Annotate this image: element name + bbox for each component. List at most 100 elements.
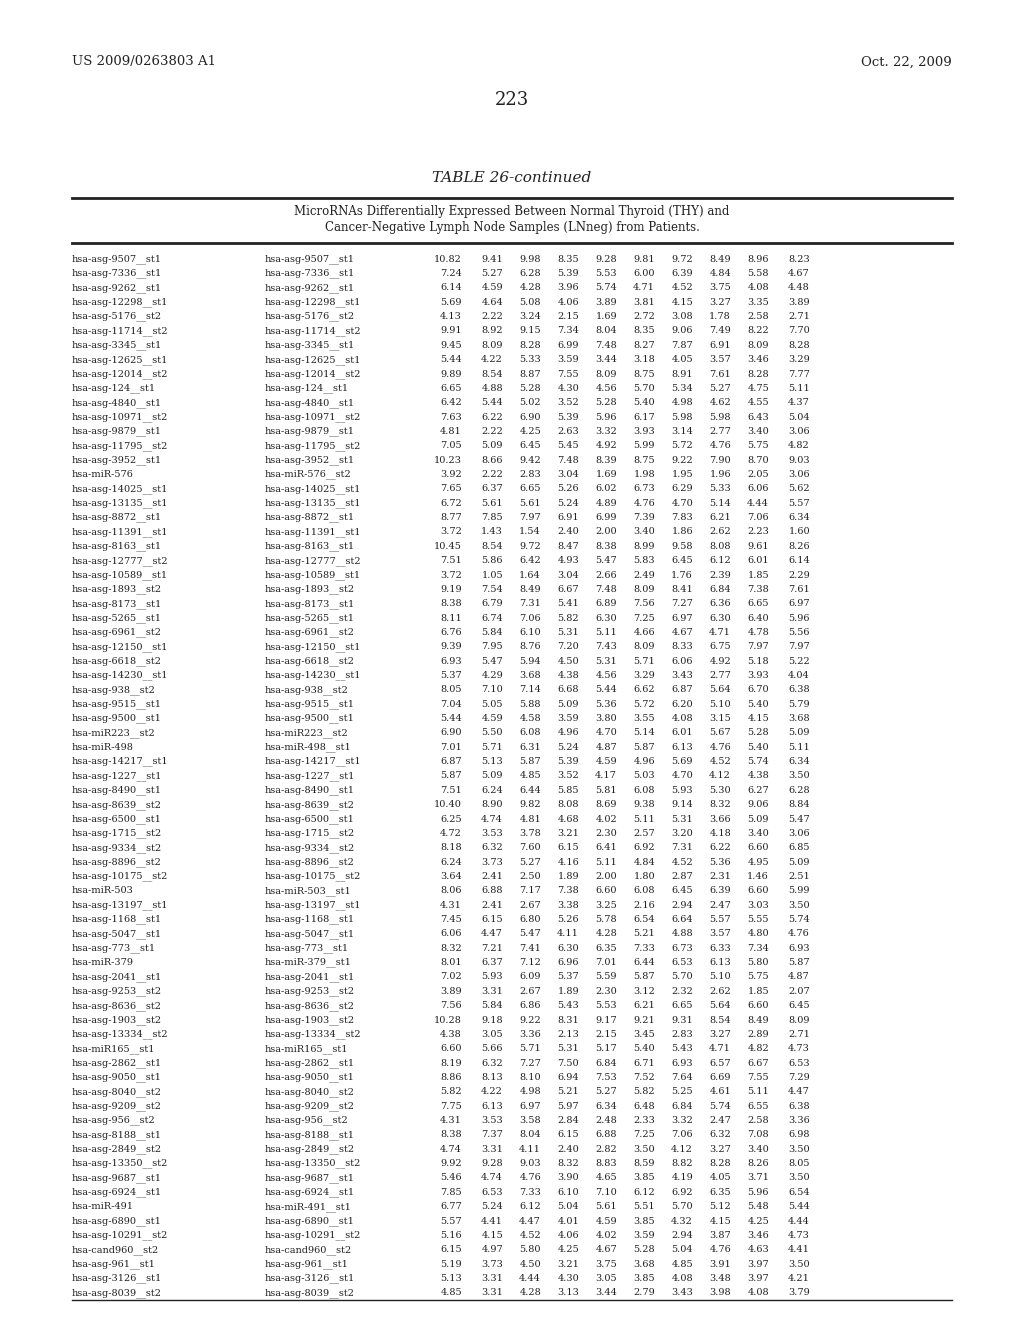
Text: 5.70: 5.70 xyxy=(672,973,693,982)
Text: 3.03: 3.03 xyxy=(748,900,769,909)
Text: 6.06: 6.06 xyxy=(440,929,462,939)
Text: hsa-asg-5176__st2: hsa-asg-5176__st2 xyxy=(72,312,162,322)
Text: 6.60: 6.60 xyxy=(440,1044,462,1053)
Text: 3.68: 3.68 xyxy=(519,671,541,680)
Text: 5.12: 5.12 xyxy=(710,1203,731,1212)
Text: 8.77: 8.77 xyxy=(440,513,462,523)
Text: 6.02: 6.02 xyxy=(595,484,617,494)
Text: 6.67: 6.67 xyxy=(748,1059,769,1068)
Text: hsa-asg-12014__st2: hsa-asg-12014__st2 xyxy=(72,370,169,379)
Text: 6.91: 6.91 xyxy=(557,513,579,523)
Text: 5.75: 5.75 xyxy=(748,441,769,450)
Text: 3.32: 3.32 xyxy=(671,1115,693,1125)
Text: 3.91: 3.91 xyxy=(710,1259,731,1269)
Text: 6.44: 6.44 xyxy=(519,785,541,795)
Text: 2.89: 2.89 xyxy=(748,1030,769,1039)
Text: 4.11: 4.11 xyxy=(519,1144,541,1154)
Text: 5.96: 5.96 xyxy=(748,1188,769,1197)
Text: 6.73: 6.73 xyxy=(672,944,693,953)
Text: 3.29: 3.29 xyxy=(633,671,655,680)
Text: 4.38: 4.38 xyxy=(557,671,579,680)
Text: 5.43: 5.43 xyxy=(557,1001,579,1010)
Text: 5.99: 5.99 xyxy=(788,886,810,895)
Text: 6.15: 6.15 xyxy=(557,1130,579,1139)
Text: 5.43: 5.43 xyxy=(672,1044,693,1053)
Text: 2.71: 2.71 xyxy=(788,1030,810,1039)
Text: 7.31: 7.31 xyxy=(671,843,693,853)
Text: 5.99: 5.99 xyxy=(634,441,655,450)
Text: 6.69: 6.69 xyxy=(710,1073,731,1082)
Text: 7.10: 7.10 xyxy=(481,685,503,694)
Text: 3.90: 3.90 xyxy=(557,1173,579,1183)
Text: 6.32: 6.32 xyxy=(481,1059,503,1068)
Text: 5.13: 5.13 xyxy=(440,1274,462,1283)
Text: 4.74: 4.74 xyxy=(440,1144,462,1154)
Text: 9.28: 9.28 xyxy=(595,255,617,264)
Text: 6.08: 6.08 xyxy=(634,785,655,795)
Text: 7.85: 7.85 xyxy=(440,1188,462,1197)
Text: hsa-asg-2862__st1: hsa-asg-2862__st1 xyxy=(265,1059,355,1068)
Text: 7.24: 7.24 xyxy=(440,269,462,279)
Text: 2.94: 2.94 xyxy=(672,1230,693,1239)
Text: 2.63: 2.63 xyxy=(557,426,579,436)
Text: 8.38: 8.38 xyxy=(595,541,617,550)
Text: hsa-asg-13135__st1: hsa-asg-13135__st1 xyxy=(265,499,361,508)
Text: 4.06: 4.06 xyxy=(557,298,579,306)
Text: 4.76: 4.76 xyxy=(710,441,731,450)
Text: 3.21: 3.21 xyxy=(557,829,579,838)
Text: 2.41: 2.41 xyxy=(481,873,503,880)
Text: hsa-asg-6890__st1: hsa-asg-6890__st1 xyxy=(72,1216,162,1226)
Text: hsa-asg-1168__st1: hsa-asg-1168__st1 xyxy=(72,915,162,924)
Text: 3.31: 3.31 xyxy=(481,1288,503,1298)
Text: US 2009/0263803 A1: US 2009/0263803 A1 xyxy=(72,55,216,69)
Text: 3.55: 3.55 xyxy=(634,714,655,723)
Text: 6.87: 6.87 xyxy=(672,685,693,694)
Text: 8.49: 8.49 xyxy=(710,255,731,264)
Text: 3.50: 3.50 xyxy=(788,1173,810,1183)
Text: 5.61: 5.61 xyxy=(595,1203,617,1212)
Text: 3.72: 3.72 xyxy=(440,570,462,579)
Text: 4.59: 4.59 xyxy=(481,714,503,723)
Text: 4.73: 4.73 xyxy=(788,1044,810,1053)
Text: 5.26: 5.26 xyxy=(557,484,579,494)
Text: 5.66: 5.66 xyxy=(481,1044,503,1053)
Text: 2.16: 2.16 xyxy=(633,900,655,909)
Text: 4.70: 4.70 xyxy=(595,729,617,738)
Text: 9.39: 9.39 xyxy=(440,643,462,651)
Text: 5.31: 5.31 xyxy=(557,1044,579,1053)
Text: 5.41: 5.41 xyxy=(557,599,579,609)
Text: 2.30: 2.30 xyxy=(595,987,617,995)
Text: hsa-miR223__st2: hsa-miR223__st2 xyxy=(265,729,349,738)
Text: 7.48: 7.48 xyxy=(595,341,617,350)
Text: 5.27: 5.27 xyxy=(519,858,541,867)
Text: 3.15: 3.15 xyxy=(710,714,731,723)
Text: 4.85: 4.85 xyxy=(519,771,541,780)
Text: hsa-miR-491__st1: hsa-miR-491__st1 xyxy=(265,1201,352,1212)
Text: 3.78: 3.78 xyxy=(519,829,541,838)
Text: 7.75: 7.75 xyxy=(440,1102,462,1110)
Text: 6.87: 6.87 xyxy=(440,758,462,766)
Text: 6.45: 6.45 xyxy=(519,441,541,450)
Text: hsa-cand960__st2: hsa-cand960__st2 xyxy=(72,1245,160,1254)
Text: 6.44: 6.44 xyxy=(633,958,655,968)
Text: 8.31: 8.31 xyxy=(557,1015,579,1024)
Text: hsa-asg-9500__st1: hsa-asg-9500__st1 xyxy=(72,714,162,723)
Text: 2.00: 2.00 xyxy=(595,873,617,880)
Text: 7.87: 7.87 xyxy=(672,341,693,350)
Text: hsa-asg-9507__st1: hsa-asg-9507__st1 xyxy=(72,255,162,264)
Text: 4.96: 4.96 xyxy=(557,729,579,738)
Text: hsa-asg-961__st1: hsa-asg-961__st1 xyxy=(265,1259,349,1269)
Text: 8.28: 8.28 xyxy=(748,370,769,379)
Text: 6.29: 6.29 xyxy=(672,484,693,494)
Text: 6.45: 6.45 xyxy=(672,556,693,565)
Text: hsa-asg-6924__st1: hsa-asg-6924__st1 xyxy=(265,1188,355,1197)
Text: 9.03: 9.03 xyxy=(788,455,810,465)
Text: 4.84: 4.84 xyxy=(633,858,655,867)
Text: 3.92: 3.92 xyxy=(440,470,462,479)
Text: hsa-miR-498__st1: hsa-miR-498__st1 xyxy=(265,742,352,752)
Text: 6.73: 6.73 xyxy=(633,484,655,494)
Text: 7.61: 7.61 xyxy=(788,585,810,594)
Text: 2.22: 2.22 xyxy=(481,470,503,479)
Text: 3.06: 3.06 xyxy=(788,426,810,436)
Text: 8.09: 8.09 xyxy=(788,1015,810,1024)
